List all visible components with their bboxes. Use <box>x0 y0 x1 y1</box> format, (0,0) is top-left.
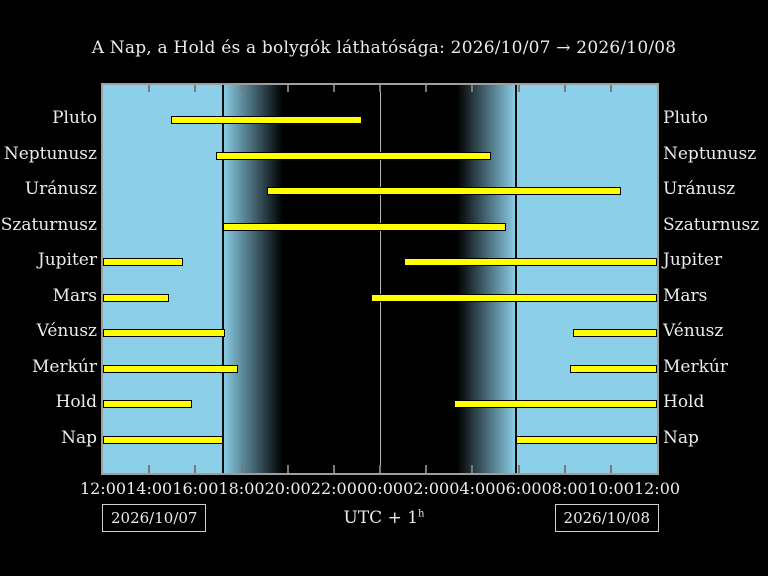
x-tick-label: 18:00 <box>218 479 265 498</box>
row-label-right: Vénusz <box>663 321 724 342</box>
y-labels-left: Pluto Neptunusz Uránusz Szaturnusz Jupiter Ma… <box>0 83 97 471</box>
row-label-left: Neptunusz <box>3 143 97 164</box>
row-label-left: Vénusz <box>36 321 97 342</box>
x-tick-label: 06:00 <box>495 479 542 498</box>
row-label-right: Szaturnusz <box>663 214 760 235</box>
x-tick <box>471 85 474 92</box>
visibility-bar <box>267 187 621 196</box>
sunrise-line <box>515 85 518 473</box>
visibility-bar <box>453 400 657 409</box>
row-label-left: Szaturnusz <box>0 214 97 235</box>
visibility-bar <box>370 293 657 302</box>
timezone-superscript: h <box>418 508 425 520</box>
row-label-left: Pluto <box>52 108 97 128</box>
row-label-left: Nap <box>61 428 97 448</box>
x-tick <box>609 465 612 473</box>
x-tick <box>332 85 335 92</box>
x-tick-label: 20:00 <box>264 479 311 498</box>
visibility-bar <box>516 436 657 444</box>
x-tick <box>425 465 428 473</box>
end-date-box: 2026/10/08 <box>554 504 659 532</box>
x-tick <box>194 465 197 473</box>
x-tick <box>332 465 335 473</box>
y-labels-right: Pluto Neptunusz Uránusz Szaturnusz Jupiter Ma… <box>663 83 768 471</box>
x-tick <box>563 465 566 473</box>
visibility-bar <box>215 151 492 160</box>
x-axis-labels: 12:00 14:00 16:00 18:00 20:00 22:00 00:00 02:00… <box>80 479 680 499</box>
sunset-line <box>221 85 224 473</box>
x-tick-label: 12:00 <box>79 479 127 498</box>
chart-title: A Nap, a Hold és a bolygók láthatósága: … <box>91 38 677 58</box>
x-tick <box>563 85 566 92</box>
start-date-box: 2026/10/07 <box>102 504 207 532</box>
visibility-bar <box>570 364 657 373</box>
x-tick <box>148 465 151 473</box>
visibility-bar <box>573 329 657 338</box>
x-tick <box>517 465 520 473</box>
row-label-left: Hold <box>55 392 97 413</box>
x-tick <box>471 465 474 473</box>
plot-frame <box>101 83 659 475</box>
timezone-label: UTC + 1h <box>0 508 768 528</box>
x-tick <box>148 85 151 92</box>
row-label-right: Neptunusz <box>663 143 757 164</box>
midnight-line <box>379 85 381 473</box>
row-label-right: Hold <box>663 392 705 413</box>
visibility-bar <box>103 329 225 338</box>
x-tick <box>379 85 381 92</box>
x-tick-label: 08:00 <box>541 479 588 498</box>
visibility-bar <box>223 222 507 231</box>
x-tick-label: 14:00 <box>126 479 173 498</box>
row-label-right: Merkúr <box>663 356 728 377</box>
row-label-right: Uránusz <box>663 179 736 200</box>
x-tick <box>240 465 243 473</box>
x-tick <box>286 465 289 473</box>
x-tick <box>194 85 197 92</box>
x-tick-label: 12:00 <box>633 479 681 498</box>
x-tick <box>286 85 289 92</box>
x-tick-label: 10:00 <box>587 479 634 498</box>
x-tick-label: 22:00 <box>310 479 357 498</box>
row-label-left: Merkúr <box>32 356 97 377</box>
visibility-bar <box>170 116 362 124</box>
plot-area <box>103 85 657 473</box>
row-label-left: Uránusz <box>24 179 97 200</box>
visibility-bar <box>103 364 238 373</box>
visibility-bar <box>103 258 183 267</box>
timezone-base: UTC + 1 <box>343 508 419 528</box>
x-tick <box>609 85 612 92</box>
x-tick <box>379 465 381 473</box>
row-label-right: Nap <box>663 428 699 448</box>
x-tick-label: 02:00 <box>403 479 450 498</box>
visibility-bar <box>103 436 223 444</box>
row-label-right: Jupiter <box>663 250 723 271</box>
x-tick-label: 16:00 <box>172 479 219 498</box>
x-tick <box>240 85 243 92</box>
x-tick <box>517 85 520 92</box>
visibility-bar <box>103 293 169 302</box>
visibility-bar <box>103 400 192 409</box>
row-label-right: Pluto <box>663 108 708 128</box>
row-label-left: Mars <box>52 285 97 306</box>
x-tick <box>425 85 428 92</box>
row-label-left: Jupiter <box>37 250 97 271</box>
visibility-bar <box>403 258 657 267</box>
x-tick-label: 04:00 <box>449 479 496 498</box>
x-tick-label: 00:00 <box>356 479 404 498</box>
row-label-right: Mars <box>663 285 708 306</box>
